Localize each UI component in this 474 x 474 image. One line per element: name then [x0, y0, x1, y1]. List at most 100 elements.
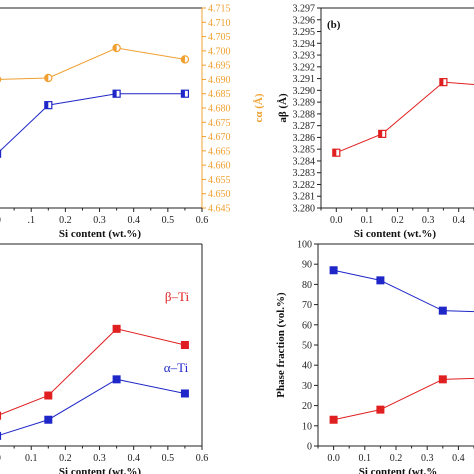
panel-d-y-axis-title: Phase fraction (vol.%) — [275, 292, 287, 398]
panel-d-y-tick-label: 40 — [302, 361, 312, 372]
panel-a-data-point-frame — [0, 149, 2, 158]
panel-b-x-tick-label: 0.2 — [391, 215, 404, 226]
panel-a-y2-tick-label: 4.695 — [208, 61, 231, 72]
panel-d-x-tick-label: 0.2 — [390, 453, 403, 464]
panel-a-data-point — [44, 73, 53, 83]
panel-d-y-tick-label: 90 — [302, 260, 312, 271]
panel-b-y-tick-label: 3.290 — [293, 86, 316, 97]
panel-c-x-tick-label: 0.4 — [127, 453, 140, 464]
panel-c-x-tick-label: 0.5 — [162, 453, 175, 464]
panel-a-data-point — [112, 89, 121, 98]
panel-b-y-tick-label: 3.293 — [293, 51, 316, 62]
panel-b-data-point — [378, 129, 387, 138]
panel-b-y-tick-label: 3.283 — [293, 168, 316, 179]
panel-c-series-line — [0, 328, 186, 416]
panel-a-y2-tick-label: 4.675 — [208, 118, 231, 129]
panel-b-x-tick-label: 0.3 — [422, 215, 435, 226]
panel-c-x-tick-label: 0.6 — [196, 453, 209, 464]
panel-a-y2-tick-label: 4.715 — [208, 4, 231, 15]
panel-c-x-axis-title: Si content (wt.%) — [59, 466, 142, 474]
panel-a-y2-tick-label: 4.670 — [208, 132, 231, 143]
panel-d-y-tick-label: 10 — [302, 421, 312, 432]
panel-a-x-tick-label: 0.6 — [196, 215, 209, 226]
panel-b-data-point-fill — [332, 149, 337, 157]
panel-a-y2-tick-label: 4.690 — [208, 75, 231, 86]
panel-a-data-point-fill — [44, 101, 49, 109]
panel-c-series-line — [0, 378, 186, 436]
panel-a-y2-axis-title: cα (Å) — [253, 93, 265, 122]
panel-c-x-tick-label: 0.1 — [25, 453, 38, 464]
panel-d-series-line — [333, 377, 474, 421]
panel-a-y2-tick-label: 4.645 — [208, 204, 231, 215]
panel-a-data-point-fill — [181, 90, 185, 98]
panel-d-data-point — [329, 266, 338, 275]
panel-b-y-tick-label: 3.282 — [293, 180, 316, 191]
panel-a-series-line — [0, 93, 185, 152]
panel-d-data-point — [376, 405, 385, 414]
panel-c-data-point — [112, 324, 121, 333]
panel-b-x-axis-title: Si content (wt.%) — [354, 228, 437, 240]
panel-a-y2-tick-label: 4.685 — [208, 89, 231, 100]
panel-b-y-tick-label: 3.280 — [293, 204, 316, 215]
panel-b-x-tick-label: 0.4 — [452, 215, 465, 226]
panel-d-data-point — [438, 306, 447, 315]
panel-c-data-point — [0, 431, 2, 440]
panel-d-y-tick-label: 60 — [302, 320, 312, 331]
panel-b-y-tick-label: 3.291 — [293, 74, 316, 85]
panel-d-x-tick-label: 0.0 — [327, 453, 340, 464]
panel-a-y2-tick-label: 4.660 — [208, 161, 231, 172]
panel-a-x-tick-label: .1 — [27, 215, 35, 226]
panel-b-x-tick-label: 0.1 — [361, 215, 374, 226]
panel-d-series-line — [333, 269, 474, 313]
panel-a-data-point — [0, 149, 2, 158]
panel-a-x-tick-label: 0.4 — [127, 215, 140, 226]
panel-a-data-point — [44, 101, 53, 110]
panel-c-data-point — [44, 415, 53, 424]
panel-d-y-tick-label: 0 — [307, 442, 312, 453]
panel-a-x-tick-label: 0.2 — [59, 215, 72, 226]
panel-b-x-tick-label: 0.0 — [330, 215, 343, 226]
panel-a-y2-tick-label: 4.710 — [208, 18, 231, 29]
panel-d-y-tick-label: 20 — [302, 401, 312, 412]
panel-b-y-tick-label: 3.287 — [293, 121, 316, 132]
panel-b-y-tick-label: 3.296 — [293, 15, 316, 26]
panel-b-y-tick-label: 3.294 — [293, 39, 316, 50]
panel-a-data-point — [180, 55, 190, 64]
panel-b-y-tick-label: 3.289 — [293, 98, 316, 109]
panel-b-y-axis-title: aβ (Å) — [277, 93, 289, 123]
panel-d-y-tick-label: 30 — [302, 381, 312, 392]
panel-c-data-point — [0, 411, 2, 420]
panel-d-x-tick-label: 0.4 — [452, 453, 465, 464]
panel-d-y-tick-label: 70 — [302, 300, 312, 311]
panel-c-x-tick-label: 0.2 — [59, 453, 72, 464]
panel-a-y2-tick-label: 4.705 — [208, 32, 231, 43]
panel-a-series-line — [0, 47, 186, 80]
panel-a-x-tick-label: .0 — [0, 215, 1, 226]
panel-b-panel-label: (b) — [327, 19, 341, 31]
panel-a-y2-tick-label: 4.680 — [208, 104, 231, 115]
panel-a-data-point — [0, 76, 2, 83]
panel-b-data-point-fill — [378, 130, 383, 138]
panel-b-y-tick-label: 3.285 — [293, 145, 316, 156]
panel-d-data-point — [329, 415, 338, 424]
panel-c-data-point — [112, 375, 121, 384]
panel-b-data-point — [332, 148, 341, 157]
panel-d-data-point — [376, 276, 385, 285]
panel-a-data-point-frame — [0, 76, 2, 83]
panel-a-data-point-fill — [181, 55, 185, 64]
panel-a-x-tick-label: 0.3 — [93, 215, 106, 226]
panel-d-x-tick-label: 0.3 — [421, 453, 434, 464]
panel-b-y-tick-label: 3.281 — [293, 192, 316, 203]
panel-c-beta-ti-label: β–Ti — [165, 289, 190, 304]
panel-b-y-tick-label: 3.286 — [293, 133, 316, 144]
panel-b-data-point-fill — [439, 78, 444, 86]
panel-a-data-point-fill — [44, 74, 49, 82]
panel-d-y-tick-label: 50 — [302, 341, 312, 352]
panel-c-x-tick-label: .0 — [0, 453, 1, 464]
panel-b-series-line — [336, 81, 474, 154]
panel-b-y-tick-label: 3.297 — [293, 4, 316, 15]
panel-a-y2-tick-label: 4.655 — [208, 175, 231, 186]
panel-b-y-tick-label: 3.284 — [293, 156, 316, 167]
panel-c-data-point — [180, 389, 189, 398]
